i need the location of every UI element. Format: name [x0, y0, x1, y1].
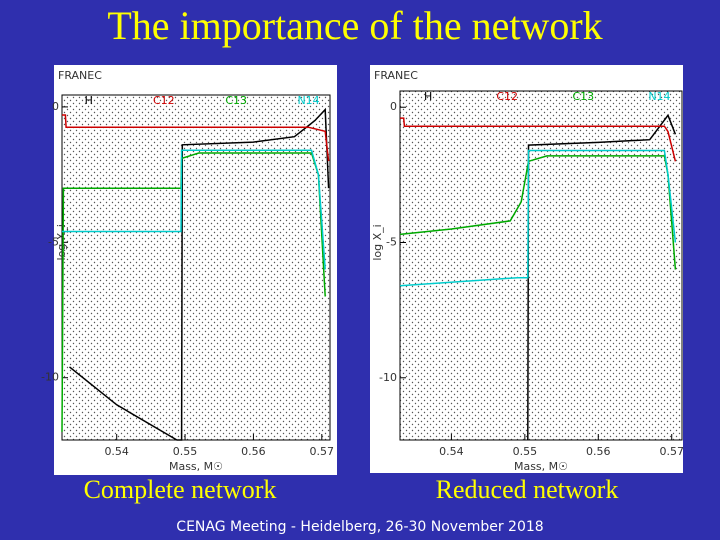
- legend-entry: N14: [648, 90, 670, 103]
- x-tick-label: 0.54: [439, 445, 464, 458]
- data-line: [399, 149, 677, 287]
- legend-entry: C13: [225, 94, 247, 107]
- y-tick-label: -5: [48, 235, 59, 248]
- brand: FRANEC: [58, 69, 102, 82]
- y-tick-label: 0: [390, 100, 397, 113]
- data-line: [69, 107, 330, 441]
- caption: Complete network: [84, 475, 277, 504]
- x-axis-label: Mass, M☉: [514, 460, 568, 473]
- chart: 0.54 0.55 0.56 0.57 0 -5 -10 FRANEC Mass, M☉ log …: [41, 65, 337, 504]
- x-axis-label: Mass, M☉: [169, 460, 223, 473]
- legend-entry: C13: [572, 90, 594, 103]
- brand: FRANEC: [374, 69, 418, 82]
- x-tick-label: 0.56: [586, 445, 611, 458]
- x-tick-label: 0.57: [659, 445, 684, 458]
- slide-title: The importance of the network: [107, 3, 602, 48]
- x-tick-label: 0.56: [241, 445, 266, 458]
- legend-entry: H: [424, 90, 432, 103]
- legend-entry: C12: [496, 90, 518, 103]
- y-tick-label: -10: [379, 371, 397, 384]
- data-line: [62, 114, 330, 162]
- x-tick-label: 0.55: [173, 445, 198, 458]
- footer: CENAG Meeting - Heidelberg, 26-30 Novemb…: [176, 519, 543, 535]
- x-tick-label: 0.57: [310, 445, 335, 458]
- y-axis-label: log X_i: [371, 224, 384, 260]
- y-tick-label: 0: [52, 100, 59, 113]
- data-line: [400, 117, 677, 162]
- legend-entry: C12: [153, 94, 175, 107]
- legend-entry: N14: [297, 94, 319, 107]
- y-tick-label: -10: [41, 371, 59, 384]
- caption: Reduced network: [436, 475, 619, 504]
- y-axis-label: log X_i: [55, 224, 68, 260]
- chart: 0.54 0.55 0.56 0.57 0 -5 -10 FRANEC Mass, M☉ log …: [370, 65, 684, 504]
- plot-area: [61, 94, 331, 441]
- x-tick-label: 0.55: [513, 445, 538, 458]
- data-line: [62, 149, 326, 270]
- plot-area: [399, 90, 683, 441]
- legend-entry: H: [85, 94, 93, 107]
- x-tick-label: 0.54: [104, 445, 129, 458]
- y-tick-label: -5: [386, 236, 397, 249]
